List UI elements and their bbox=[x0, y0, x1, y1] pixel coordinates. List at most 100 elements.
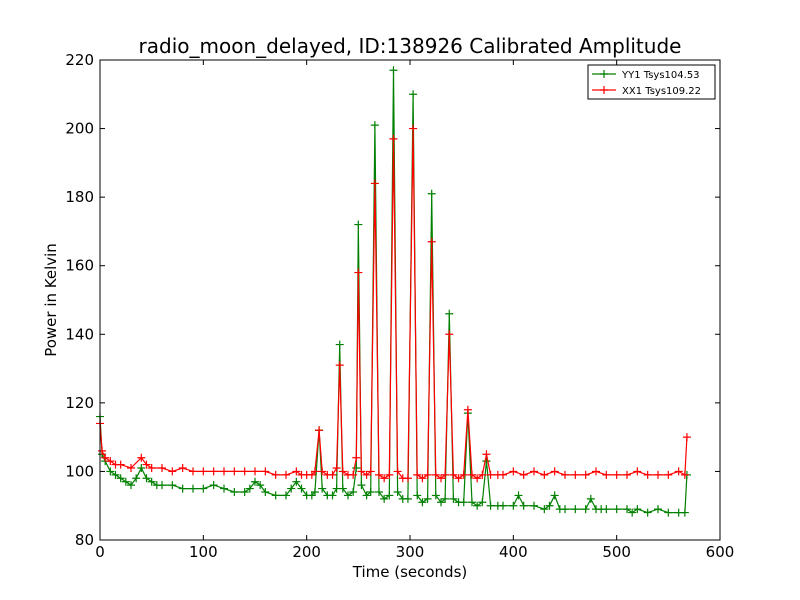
data-point bbox=[318, 484, 327, 493]
data-point bbox=[354, 268, 363, 277]
data-point bbox=[380, 494, 389, 503]
data-point bbox=[101, 453, 110, 462]
data-point bbox=[643, 470, 652, 479]
data-point bbox=[362, 470, 371, 479]
data-point bbox=[473, 501, 482, 510]
data-point bbox=[111, 470, 120, 479]
series-layer bbox=[96, 66, 691, 517]
legend-label-0: YY1 Tsys104.53 bbox=[621, 70, 700, 81]
data-point bbox=[106, 467, 115, 476]
data-point bbox=[654, 470, 662, 479]
data-point bbox=[297, 484, 306, 493]
data-point bbox=[530, 501, 538, 510]
data-point bbox=[418, 474, 427, 483]
data-point bbox=[137, 464, 146, 472]
legend-label-1: XX1 Tsys109.22 bbox=[622, 86, 701, 97]
data-point bbox=[158, 481, 166, 490]
data-point bbox=[137, 453, 146, 462]
data-point bbox=[121, 477, 130, 486]
x-tick-label: 100 bbox=[189, 543, 218, 561]
data-point bbox=[230, 488, 239, 496]
data-point bbox=[357, 481, 366, 490]
data-point bbox=[393, 488, 402, 496]
data-point bbox=[680, 470, 689, 479]
data-point bbox=[499, 470, 507, 479]
data-point bbox=[581, 505, 590, 514]
data-point bbox=[332, 464, 341, 472]
data-point bbox=[437, 498, 445, 507]
data-point bbox=[199, 484, 208, 493]
x-tick-label: 300 bbox=[396, 543, 425, 561]
data-point bbox=[682, 433, 691, 442]
data-point bbox=[540, 470, 549, 479]
ticks-layer: 0 100 200 300 400 500 600 80 100 120 140 160 180 200 2… bbox=[65, 51, 734, 561]
y-tick-label: 200 bbox=[65, 120, 94, 138]
data-point bbox=[230, 467, 239, 476]
x-tick-label: 0 bbox=[95, 543, 105, 561]
data-point bbox=[189, 467, 197, 476]
data-point bbox=[459, 498, 468, 507]
data-point bbox=[571, 470, 580, 479]
data-point bbox=[220, 467, 228, 476]
data-point bbox=[389, 66, 398, 75]
data-point bbox=[127, 464, 135, 472]
data-point bbox=[292, 477, 301, 486]
data-point bbox=[633, 467, 642, 476]
data-point bbox=[545, 501, 554, 510]
data-point bbox=[349, 470, 358, 479]
data-point bbox=[335, 340, 344, 349]
data-point bbox=[251, 477, 259, 486]
data-point bbox=[499, 501, 507, 510]
series-line-1 bbox=[99, 128, 688, 480]
data-point bbox=[628, 508, 637, 517]
data-point bbox=[352, 453, 361, 462]
data-point bbox=[310, 467, 319, 476]
data-point bbox=[366, 488, 375, 496]
y-tick-label: 160 bbox=[65, 257, 94, 275]
data-point bbox=[240, 467, 249, 476]
x-axis-label: Time (seconds) bbox=[352, 563, 468, 581]
data-point bbox=[168, 481, 177, 490]
data-point bbox=[132, 474, 141, 483]
data-point bbox=[633, 505, 642, 514]
data-point bbox=[178, 484, 187, 493]
data-point bbox=[168, 467, 177, 476]
data-point bbox=[509, 467, 518, 476]
plot-frame bbox=[99, 59, 721, 541]
data-point bbox=[612, 505, 621, 514]
data-point bbox=[519, 470, 528, 479]
data-point bbox=[409, 90, 418, 99]
data-point bbox=[240, 488, 249, 496]
data-point bbox=[403, 494, 412, 503]
data-point bbox=[344, 491, 352, 500]
data-point bbox=[370, 121, 379, 130]
data-point bbox=[592, 467, 600, 476]
data-point bbox=[478, 498, 487, 507]
data-point bbox=[473, 474, 482, 483]
data-point bbox=[482, 450, 491, 459]
data-point bbox=[413, 491, 422, 500]
y-tick-label: 80 bbox=[75, 531, 94, 549]
data-point bbox=[147, 477, 156, 486]
data-point bbox=[423, 494, 432, 503]
data-point bbox=[612, 470, 621, 479]
legend-box bbox=[587, 64, 716, 100]
legend-marker-0 bbox=[600, 70, 608, 78]
data-point bbox=[540, 505, 549, 514]
data-point bbox=[375, 488, 383, 496]
data-point bbox=[393, 467, 402, 476]
data-point bbox=[189, 484, 197, 493]
data-point bbox=[354, 220, 363, 229]
data-point bbox=[463, 405, 472, 414]
x-tick-label: 500 bbox=[602, 543, 631, 561]
data-point bbox=[509, 501, 518, 510]
x-tick-label: 200 bbox=[292, 543, 321, 561]
legend: YY1 Tsys104.53 XX1 Tsys109.22 bbox=[587, 64, 716, 100]
data-point bbox=[441, 470, 450, 479]
data-point bbox=[106, 457, 115, 466]
data-point bbox=[245, 484, 254, 493]
data-point bbox=[486, 470, 495, 479]
series-1 bbox=[96, 124, 691, 483]
data-point bbox=[468, 498, 476, 507]
